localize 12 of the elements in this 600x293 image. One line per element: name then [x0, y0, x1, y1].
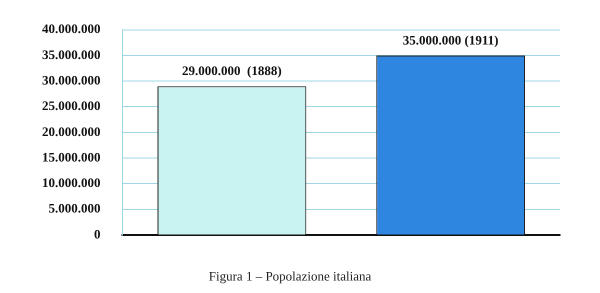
text: 35.000.000 (1911)	[402, 32, 498, 48]
text: 29.000.000 (1888)	[182, 63, 282, 78]
text: Figura 1 – Popolazione italiana	[208, 268, 372, 284]
y-tick-label: 10.000.000	[42, 175, 100, 190]
y-tick-label: 40.000.000	[42, 21, 100, 36]
y-tick-label: 20.000.000	[42, 124, 100, 139]
y-tick-label: 5.000.000	[48, 200, 100, 216]
y-tick-label: 0	[94, 226, 100, 242]
y-tick-label: 15.000.000	[42, 149, 100, 164]
y-tick-label: 25.000.000	[42, 98, 100, 114]
y-tick-label: 35.000.000	[42, 46, 100, 62]
y-tick-label: 30.000.000	[42, 72, 100, 88]
